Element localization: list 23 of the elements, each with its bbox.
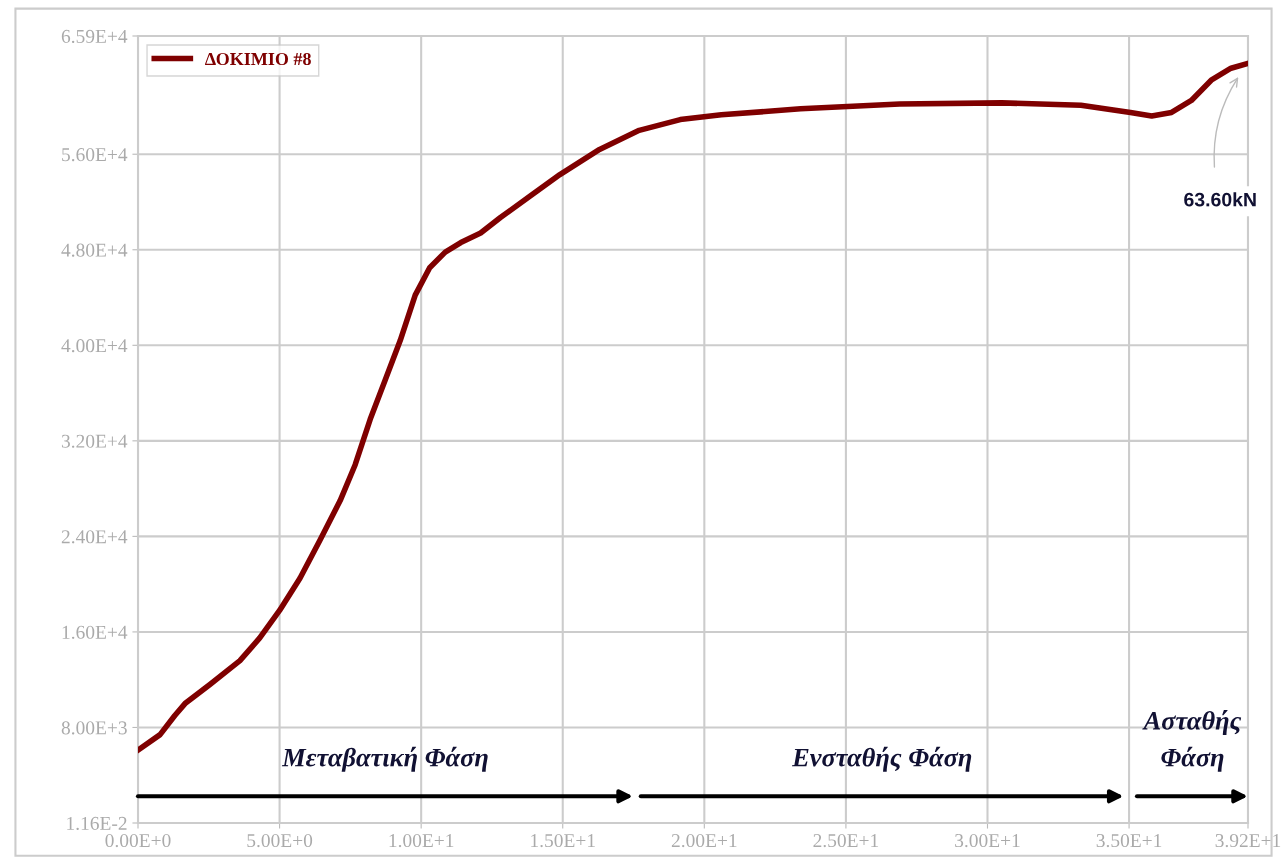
x-tick-label: 3.92E+1 <box>1215 834 1281 848</box>
x-tick-label: 5.00E+0 <box>247 833 313 848</box>
y-tick-label: 4.00E+4 <box>61 339 128 353</box>
y-tick-label: 2.40E+4 <box>61 530 128 544</box>
y-tick-label: 8.00E+3 <box>61 721 127 735</box>
x-tick-label: 0.00E+0 <box>105 833 171 848</box>
y-tick-label: 1.60E+4 <box>62 625 128 639</box>
annotation: 63.60kN <box>1184 192 1256 207</box>
x-tick-label: 2.50E+1 <box>813 833 879 848</box>
y-tick-label: 3.20E+4 <box>61 434 128 448</box>
y-tick-label: 5.60E+4 <box>62 148 128 162</box>
x-tick-label: 3.00E+1 <box>955 833 1020 848</box>
legend-label: ΔΟΚΙΜΙΟ #8 <box>205 52 311 66</box>
annotation: Ενσταθής Φάση <box>791 746 972 772</box>
y-tick-label: 1.16E-2 <box>67 816 127 831</box>
annotation: Ασταθής Φάση <box>1142 709 1242 772</box>
x-tick-label: 1.50E+1 <box>531 833 595 848</box>
x-tick-label: 1.00E+1 <box>389 833 454 848</box>
x-tick-label: 2.00E+1 <box>671 833 737 848</box>
y-tick-label: 6.59E+4 <box>61 29 128 44</box>
x-tick-label: 3.50E+1 <box>1096 833 1162 848</box>
y-tick-label: 4.80E+4 <box>61 243 128 257</box>
annotation: Μεταβατική Φάση <box>281 746 488 772</box>
